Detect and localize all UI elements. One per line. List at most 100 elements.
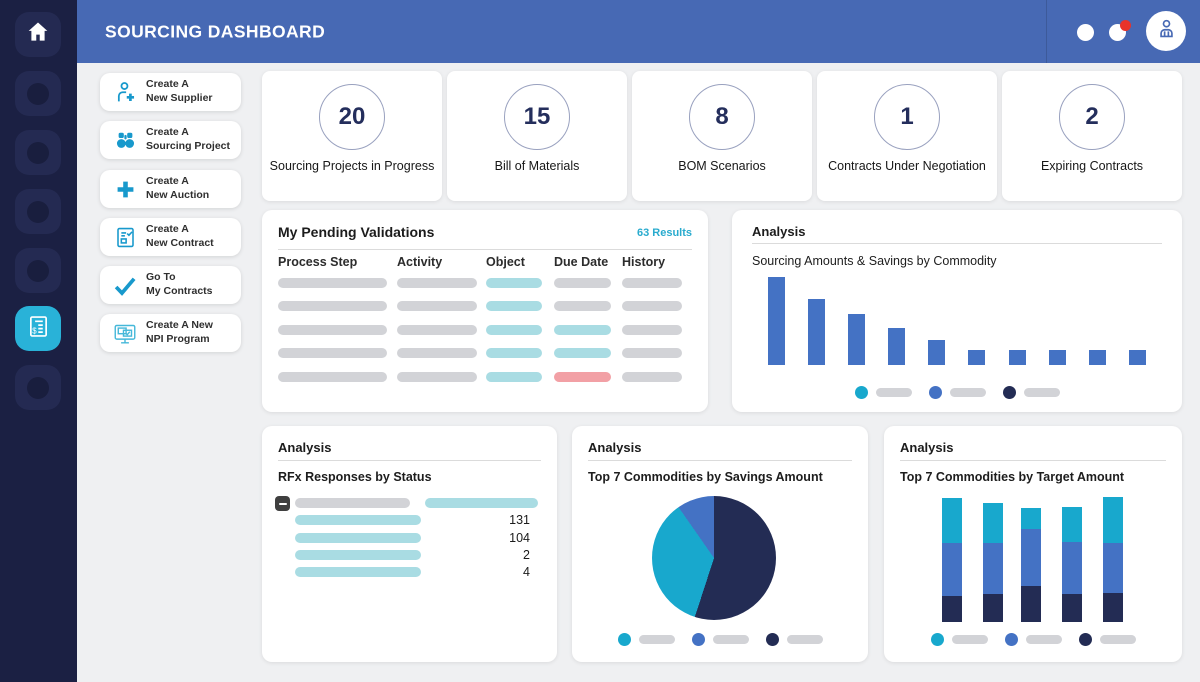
sourcing-amounts-card: Analysis Sourcing Amounts & Savings by C… xyxy=(732,210,1182,412)
kpi-card[interactable]: 8 BOM Scenarios xyxy=(632,71,812,201)
bar-segment-blue xyxy=(942,543,962,596)
kpi-circle: 1 xyxy=(874,84,940,150)
action-button-label: Create A Sourcing Project xyxy=(146,126,230,153)
cell-pill xyxy=(486,348,542,358)
action-label-line2: NPI Program xyxy=(146,333,210,345)
user-avatar[interactable] xyxy=(1146,11,1186,51)
action-button-new-supplier[interactable]: Create A New Supplier xyxy=(100,73,241,111)
sidebar-item-placeholder[interactable] xyxy=(15,248,61,293)
sidebar-item-placeholder[interactable] xyxy=(15,189,61,234)
rfx-row[interactable]: 4 xyxy=(262,565,557,579)
action-label-line1: Go To xyxy=(146,271,176,284)
legend-item xyxy=(854,386,912,399)
table-row[interactable] xyxy=(262,372,708,384)
action-button-my-contracts[interactable]: Go To My Contracts xyxy=(100,266,241,304)
rfx-row[interactable]: 131 xyxy=(262,513,557,527)
sidebar-item-placeholder[interactable] xyxy=(15,130,61,175)
action-label-line1: Create A xyxy=(146,175,189,188)
sidebar-item-placeholder[interactable] xyxy=(15,71,61,116)
circle-placeholder-icon xyxy=(27,376,49,399)
legend-dot-blue xyxy=(1004,633,1018,646)
legend-item xyxy=(1002,386,1060,399)
action-button-label: Create A New Contract xyxy=(146,223,214,250)
bar-chart xyxy=(732,270,1182,365)
cell-pill xyxy=(397,325,477,335)
page-title: SOURCING DASHBOARD xyxy=(105,21,326,41)
table-row[interactable] xyxy=(262,325,708,337)
cell-pill xyxy=(486,278,542,288)
bar-segment-navy xyxy=(1062,594,1082,622)
bar-segment-cyan xyxy=(1062,507,1082,542)
pie-chart xyxy=(652,496,776,620)
kpi-value: 8 xyxy=(715,103,729,130)
rfx-parent-label-pill xyxy=(295,498,410,508)
kpi-card[interactable]: 2 Expiring Contracts xyxy=(1002,71,1182,201)
action-button-label: Go To My Contracts xyxy=(146,271,213,298)
rfx-parent-value-pill xyxy=(425,498,538,508)
action-label-line1: Create A xyxy=(146,223,189,236)
header-divider xyxy=(1046,0,1047,63)
action-label-line2: New Supplier xyxy=(146,92,213,104)
table-row[interactable] xyxy=(262,278,708,290)
divider xyxy=(900,460,1166,461)
action-button-new-contract[interactable]: Create A New Contract xyxy=(100,218,241,256)
notification-dot-icon[interactable] xyxy=(1109,20,1131,41)
status-dot-icon[interactable] xyxy=(1077,24,1094,41)
cell-pill xyxy=(554,372,611,382)
legend-label-placeholder xyxy=(1023,388,1060,397)
kpi-card[interactable]: 20 Sourcing Projects in Progress xyxy=(262,71,442,201)
bar-segment-blue xyxy=(1103,543,1123,593)
bar xyxy=(928,340,945,365)
rfx-row[interactable]: 2 xyxy=(262,548,557,562)
sidebar-item-placeholder[interactable] xyxy=(15,365,61,410)
legend-item xyxy=(930,633,988,646)
column-header: Due Date xyxy=(554,255,609,269)
rfx-label-pill xyxy=(295,550,421,560)
table-row[interactable] xyxy=(262,301,708,313)
kpi-circle: 8 xyxy=(689,84,755,150)
cell-pill xyxy=(397,372,477,382)
cell-pill xyxy=(486,372,542,382)
legend-label-placeholder xyxy=(1025,635,1062,644)
results-count-link[interactable]: 63 Results xyxy=(636,227,692,239)
action-label-line1: Create A xyxy=(146,126,189,139)
kpi-value: 2 xyxy=(1085,103,1099,130)
bar-segment-blue xyxy=(1062,542,1082,594)
bar xyxy=(1049,350,1066,365)
bar-segment-cyan xyxy=(1021,508,1041,529)
cell-pill xyxy=(486,301,542,311)
bar-segment-cyan xyxy=(942,498,962,543)
action-button-npi-program[interactable]: Create A New NPI Program xyxy=(100,314,241,352)
monitor-check-icon xyxy=(112,320,138,347)
bar-segment-blue xyxy=(983,543,1003,594)
stacked-bar xyxy=(942,498,962,622)
kpi-circle: 15 xyxy=(504,84,570,150)
sidebar-item-contracts-active[interactable]: $ xyxy=(15,306,61,351)
circle-placeholder-icon xyxy=(27,82,49,105)
kpi-label: BOM Scenarios xyxy=(678,159,766,173)
action-button-new-auction[interactable]: Create A New Auction xyxy=(100,170,241,208)
action-label-line2: My Contracts xyxy=(146,285,213,297)
sidebar-item-home[interactable] xyxy=(15,12,61,57)
legend-dot-blue xyxy=(928,386,942,399)
bar xyxy=(768,277,785,365)
rfx-responses-card: Analysis RFx Responses by Status 131 104 2… xyxy=(262,426,557,662)
action-button-label: Create A New Auction xyxy=(146,175,209,202)
stacked-bar xyxy=(1021,508,1041,622)
table-row[interactable] xyxy=(262,348,708,360)
kpi-card[interactable]: 1 Contracts Under Negotiation xyxy=(817,71,997,201)
card-title: Analysis xyxy=(278,440,332,455)
legend-label-placeholder xyxy=(949,388,986,397)
collapse-minus-icon[interactable] xyxy=(275,496,290,511)
kpi-card[interactable]: 15 Bill of Materials xyxy=(447,71,627,201)
rfx-row[interactable]: 104 xyxy=(262,531,557,545)
action-button-sourcing-project[interactable]: Create A Sourcing Project xyxy=(100,121,241,159)
bar-segment-navy xyxy=(1103,593,1123,622)
home-icon xyxy=(25,19,51,50)
circle-placeholder-icon xyxy=(27,259,49,282)
divider xyxy=(752,243,1162,244)
legend-dot-navy xyxy=(1078,633,1092,646)
legend-dot-navy xyxy=(1002,386,1016,399)
legend-label-placeholder xyxy=(1099,635,1136,644)
kpi-label: Bill of Materials xyxy=(494,159,580,173)
